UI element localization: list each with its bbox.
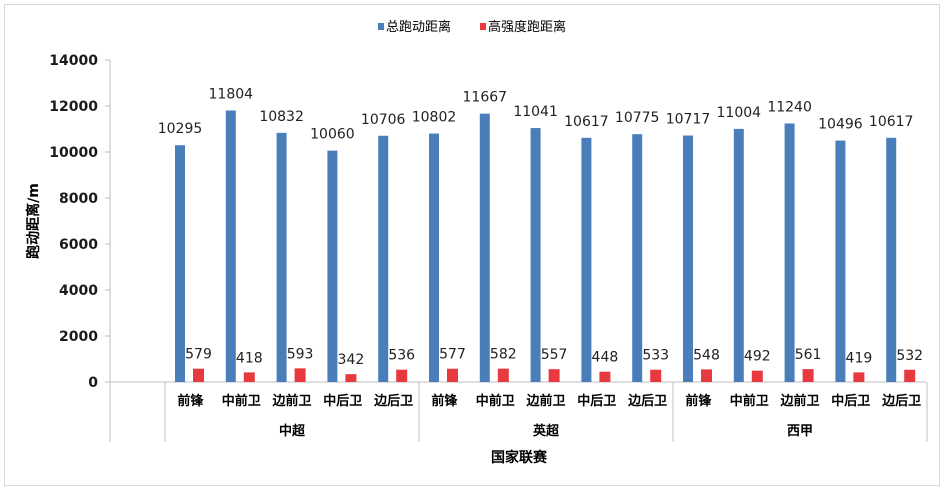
x-category-label-14: 中后卫: [831, 393, 870, 409]
x-category-label-1: 前锋: [177, 393, 204, 409]
bar-total-1: [175, 145, 185, 382]
bar-total-6: [429, 133, 439, 382]
data-label-high-intensity-10: 533: [642, 348, 669, 364]
bar-total-9: [581, 137, 592, 382]
chart-frame: [4, 4, 940, 486]
bar-total-7: [479, 113, 490, 382]
x-category-label-15: 边后卫: [881, 393, 921, 409]
data-label-high-intensity-3: 593: [287, 346, 314, 362]
data-label-high-intensity-2: 418: [236, 350, 263, 366]
y-tick-label-7: 14000: [49, 53, 98, 69]
bar-total-10: [632, 134, 643, 382]
data-label-high-intensity-6: 577: [439, 347, 466, 363]
legend-label-2: 高强度跑距离: [488, 19, 566, 35]
y-tick-label-0: 0: [88, 375, 98, 391]
data-label-high-intensity-9: 448: [592, 350, 619, 366]
y-tick-label-2: 4000: [59, 283, 98, 299]
data-label-high-intensity-8: 557: [541, 347, 568, 363]
y-tick-label-4: 8000: [59, 191, 98, 207]
x-category-label-6: 前锋: [431, 393, 458, 409]
bar-high-intensity-10: [650, 369, 662, 382]
legend-swatch-2: [480, 23, 486, 30]
data-label-total-8: 11041: [513, 104, 558, 120]
y-tick-label-3: 6000: [59, 237, 98, 253]
bar-high-intensity-2: [243, 372, 255, 382]
bar-high-intensity-13: [802, 369, 814, 382]
bar-total-3: [276, 132, 287, 382]
x-category-label-9: 中后卫: [577, 393, 616, 409]
bar-total-15: [886, 137, 897, 382]
data-label-total-4: 10060: [310, 127, 355, 143]
bar-high-intensity-14: [853, 372, 865, 382]
x-category-label-7: 中前卫: [476, 393, 515, 409]
y-tick-label-5: 10000: [49, 145, 98, 161]
data-label-total-6: 10802: [412, 110, 457, 126]
bar-high-intensity-15: [904, 369, 916, 382]
bar-total-4: [327, 150, 338, 382]
bar-high-intensity-8: [548, 369, 560, 382]
bar-total-8: [530, 128, 541, 382]
x-category-label-11: 前锋: [685, 393, 712, 409]
y-tick-label-1: 2000: [59, 329, 98, 345]
x-category-label-3: 边前卫: [271, 393, 311, 409]
x-group-label-3: 西甲: [787, 424, 813, 439]
x-category-label-4: 中后卫: [323, 393, 362, 409]
bar-high-intensity-1: [193, 368, 204, 382]
data-label-high-intensity-15: 532: [896, 348, 923, 364]
data-label-total-14: 10496: [818, 117, 863, 133]
bar-high-intensity-9: [599, 371, 611, 382]
data-label-total-2: 11804: [209, 87, 254, 103]
data-label-total-3: 10832: [259, 109, 304, 125]
bar-total-12: [733, 128, 744, 382]
y-tick-label-6: 12000: [49, 99, 98, 115]
bar-high-intensity-5: [396, 369, 408, 382]
data-label-total-10: 10775: [615, 110, 660, 126]
x-category-label-8: 边前卫: [525, 393, 565, 409]
bar-total-13: [784, 123, 795, 382]
data-label-high-intensity-4: 342: [338, 352, 365, 368]
data-label-total-12: 11004: [717, 105, 762, 121]
x-group-label-2: 英超: [532, 423, 560, 439]
y-axis-title: 跑动距离/m: [25, 183, 42, 259]
data-label-total-1: 10295: [158, 121, 203, 137]
legend-label-1: 总跑动距离: [386, 19, 451, 35]
data-label-high-intensity-1: 579: [185, 347, 212, 363]
bar-high-intensity-3: [294, 368, 306, 382]
legend-swatch-1: [378, 23, 384, 30]
data-label-high-intensity-11: 548: [693, 347, 720, 363]
bar-high-intensity-12: [751, 370, 763, 382]
data-label-high-intensity-12: 492: [744, 349, 771, 365]
data-label-total-15: 10617: [869, 114, 914, 130]
x-category-label-12: 中前卫: [730, 393, 769, 409]
data-label-total-7: 11667: [463, 90, 508, 106]
bar-total-5: [378, 135, 389, 382]
data-label-high-intensity-5: 536: [388, 348, 415, 364]
x-axis-title: 国家联赛: [491, 449, 548, 466]
bar-high-intensity-6: [447, 368, 458, 382]
data-label-total-13: 11240: [767, 99, 812, 115]
data-label-total-11: 10717: [666, 112, 711, 128]
data-label-high-intensity-7: 582: [490, 347, 517, 363]
data-label-total-9: 10617: [564, 114, 609, 130]
x-group-label-1: 中超: [279, 423, 306, 439]
data-label-high-intensity-13: 561: [795, 347, 822, 363]
data-label-total-5: 10706: [361, 112, 406, 128]
x-category-label-10: 边后卫: [627, 393, 667, 409]
x-category-label-2: 中前卫: [222, 393, 261, 409]
bar-high-intensity-4: [345, 374, 357, 382]
bar-total-14: [835, 140, 846, 382]
x-category-label-13: 边前卫: [779, 393, 819, 409]
bar-total-11: [683, 135, 693, 382]
bar-total-2: [225, 110, 236, 383]
x-category-label-5: 边后卫: [373, 393, 413, 409]
bar-high-intensity-11: [701, 369, 712, 382]
bar-high-intensity-7: [497, 368, 509, 382]
data-label-high-intensity-14: 419: [846, 350, 873, 366]
